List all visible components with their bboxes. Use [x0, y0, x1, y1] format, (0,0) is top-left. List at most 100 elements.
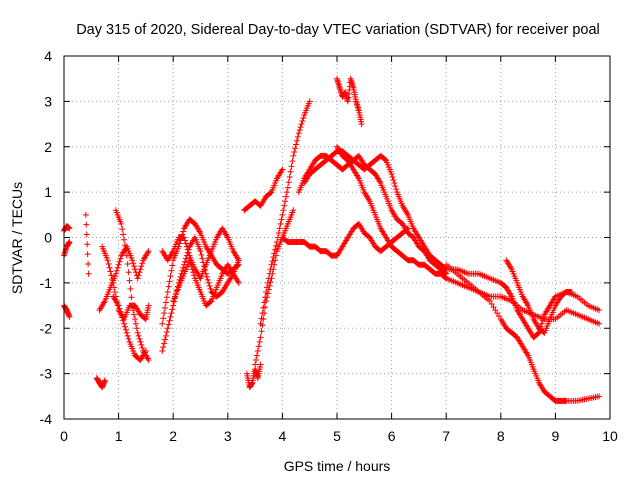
- data-point: [136, 335, 143, 342]
- data-point: [278, 216, 285, 223]
- data-point: [109, 276, 116, 283]
- data-point: [281, 202, 288, 209]
- data-point: [293, 137, 300, 144]
- data-point: [125, 335, 132, 342]
- data-point: [288, 163, 295, 170]
- data-point: [492, 307, 499, 314]
- data-point: [201, 263, 208, 270]
- data-point: [259, 310, 266, 317]
- series-arc-v: [334, 143, 450, 282]
- data-point: [165, 283, 172, 290]
- data-point: [66, 313, 73, 320]
- data-point: [115, 302, 122, 309]
- data-point: [162, 299, 169, 306]
- data-point: [162, 332, 169, 339]
- data-point: [568, 288, 575, 295]
- data-point: [390, 177, 397, 184]
- data-point: [182, 237, 189, 244]
- data-point: [494, 310, 501, 317]
- data-point: [160, 344, 167, 351]
- data-point: [181, 234, 188, 241]
- series-arc-u: [334, 75, 365, 128]
- data-point: [163, 329, 170, 336]
- data-point: [293, 141, 300, 148]
- data-point: [382, 156, 389, 163]
- data-point: [204, 276, 211, 283]
- data-point: [389, 174, 396, 180]
- data-point: [159, 347, 166, 354]
- data-point: [83, 231, 90, 238]
- data-point: [388, 170, 395, 177]
- data-point: [268, 261, 275, 268]
- data-point: [202, 267, 209, 274]
- data-point: [235, 279, 242, 286]
- data-point: [264, 279, 271, 286]
- data-point: [164, 325, 171, 332]
- data-point: [124, 332, 131, 339]
- data-point: [253, 352, 260, 359]
- data-point: [257, 334, 264, 341]
- data-point: [198, 251, 205, 258]
- data-point: [163, 294, 170, 301]
- data-point: [391, 180, 398, 187]
- series-arc-x: [443, 261, 603, 404]
- data-point: [184, 249, 191, 256]
- data-point: [596, 393, 603, 400]
- data-point: [101, 377, 108, 384]
- data-point: [120, 231, 127, 238]
- data-point: [279, 166, 286, 173]
- data-point: [161, 310, 168, 317]
- series-arc-m: [170, 257, 242, 309]
- data-point: [393, 186, 400, 193]
- data-point: [83, 221, 90, 228]
- data-point: [289, 158, 296, 165]
- data-point: [129, 302, 136, 309]
- series-arc-j: [159, 216, 242, 327]
- data-point: [108, 272, 115, 279]
- x-tick-label: 5: [333, 428, 341, 444]
- data-point: [126, 277, 133, 284]
- data-point: [121, 242, 128, 249]
- data-point: [112, 270, 119, 277]
- data-point: [277, 220, 284, 227]
- y-axis-label: SDTVAR / TECUs: [9, 182, 25, 294]
- y-tick-label: -1: [40, 275, 53, 291]
- data-point: [123, 329, 130, 336]
- data-point: [161, 340, 168, 347]
- data-point: [258, 315, 265, 322]
- x-tick-label: 0: [60, 428, 68, 444]
- data-point: [539, 317, 546, 324]
- x-tick-labels: 0 1 2 3 4 5 6 7 8 9 10: [60, 428, 618, 444]
- series-arc-z: [503, 257, 575, 336]
- data-point: [267, 279, 274, 286]
- data-point: [85, 260, 92, 267]
- series-arc-h: [112, 207, 152, 364]
- series-arc-d: [82, 211, 92, 277]
- data-point: [273, 242, 280, 249]
- data-point: [129, 257, 136, 264]
- series-arc-r: [279, 220, 411, 259]
- data-point: [179, 267, 186, 274]
- data-point: [119, 226, 126, 233]
- data-point: [538, 320, 545, 327]
- data-point: [286, 174, 293, 180]
- data-point: [291, 149, 298, 156]
- data-point: [168, 310, 175, 317]
- data-point: [282, 198, 289, 205]
- data-point: [168, 267, 175, 274]
- data-points: [61, 75, 603, 404]
- data-point: [207, 285, 214, 292]
- data-point: [270, 254, 277, 261]
- data-point: [115, 261, 122, 268]
- data-point: [145, 302, 152, 309]
- data-point: [199, 255, 206, 262]
- data-point: [262, 294, 269, 301]
- data-point: [166, 278, 173, 285]
- data-point: [138, 341, 145, 348]
- data-point: [167, 313, 174, 320]
- data-point: [258, 328, 265, 335]
- y-tick-labels: -4 -3 -2 -1 0 1 2 3 4: [40, 48, 53, 427]
- data-point: [111, 284, 118, 291]
- data-point: [257, 320, 264, 327]
- y-tick-label: -2: [40, 320, 53, 336]
